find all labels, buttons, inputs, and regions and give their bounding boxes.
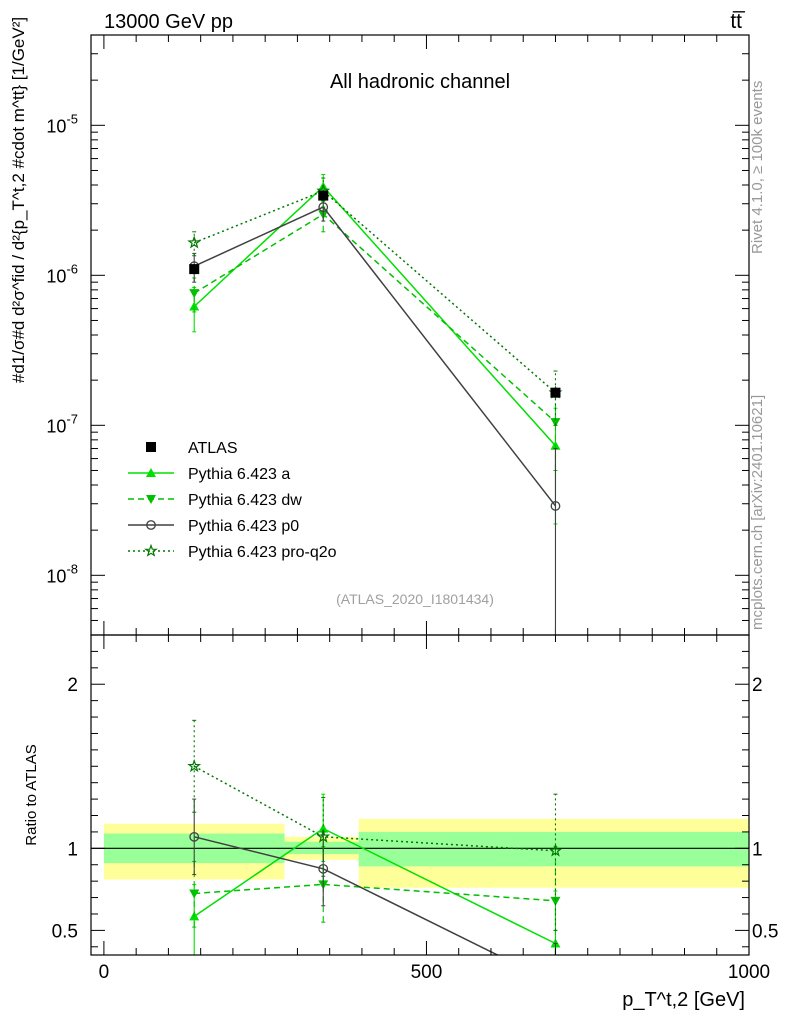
- undefined-point: [187, 758, 202, 773]
- undefined-series-line: [193, 206, 557, 507]
- ratio-panel: 0.5 0.5 1 1 2 2 0 500 1000 Ratio to ATLAS p_T^t…: [23, 634, 779, 1011]
- energy-label: 13000 GeV pp: [104, 11, 233, 33]
- legend-label: Pythia 6.423 a: [188, 466, 290, 483]
- undefined-point: [550, 896, 561, 906]
- main-y-tick-label: 10-5: [46, 111, 78, 136]
- analysis-watermark: (ATLAS_2020_I1801434): [336, 591, 494, 607]
- undefined-series-line: [194, 836, 500, 955]
- undefined-point: [318, 202, 329, 212]
- undefined-point: [316, 829, 331, 843]
- ratio-y-tick-label-right: 1: [752, 839, 763, 860]
- undefined-series-line: [193, 185, 557, 447]
- main-y-tick-label: 10-6: [46, 261, 78, 286]
- legend-entry: Pythia 6.423 a: [128, 466, 290, 483]
- ratio-y-tick-label: 1: [67, 839, 78, 860]
- ratio-y-tick-label-right: 0.5: [752, 921, 778, 942]
- x-tick-labels: 0 500 1000: [99, 962, 771, 983]
- undefined-series-3: [187, 719, 563, 931]
- ratio-axis-ticks: [91, 635, 750, 955]
- legend-marker: [146, 520, 156, 530]
- undefined-series-2: [189, 195, 561, 635]
- x-tick-label: 500: [411, 962, 443, 983]
- rivet-version-label: Rivet 4.1.0, ≥ 100k events: [749, 81, 766, 254]
- undefined-series-3: [187, 177, 563, 426]
- ratio-frame: [90, 634, 750, 956]
- ratio-uncertainty-bands: [91, 818, 749, 888]
- ratio-y-tick-label: 0.5: [52, 921, 78, 942]
- undefined-point: [550, 501, 561, 511]
- undefined-series-line: [193, 190, 556, 394]
- ratio-y-tick-label: 2: [67, 675, 78, 696]
- plot-title: All hadronic channel: [330, 71, 510, 93]
- undefined-point: [318, 823, 329, 833]
- legend-marker: [144, 543, 158, 557]
- legend-marker: [146, 468, 156, 477]
- atlas-data-point: [550, 387, 561, 398]
- atlas-data-layer: [189, 190, 561, 398]
- process-label: tt̅: [730, 10, 746, 33]
- legend-entry: Pythia 6.423 pro-q2o: [128, 543, 337, 561]
- x-axis-label: p_T^t,2 [GeV]: [622, 989, 745, 1011]
- ratio-series-layer: [187, 719, 563, 988]
- undefined-point: [189, 289, 200, 299]
- legend-label: Pythia 6.423 p0: [188, 518, 299, 535]
- undefined-series-line: [194, 883, 556, 902]
- undefined-point: [189, 889, 200, 899]
- main-axis-ticks: [91, 34, 750, 636]
- main-panel: All hadronic channel (ATLAS_2020_I180143…: [9, 17, 750, 636]
- mcplots-label: mcplots.cern.ch [arXiv:2401.10621]: [749, 395, 766, 630]
- ratio-y-axis-label: Ratio to ATLAS: [23, 744, 40, 845]
- main-y-axis-label: #d1/σ#d d²σ^fid / d²{p_T^t,2 #cdot m^tt}…: [9, 17, 28, 383]
- legend-entry: Pythia 6.423 dw: [128, 492, 302, 509]
- legend-marker: [146, 442, 156, 452]
- undefined-point: [189, 831, 200, 842]
- x-tick-label: 1000: [728, 962, 770, 983]
- atlas-data-point: [318, 190, 329, 201]
- undefined-point: [551, 979, 560, 988]
- undefined-point: [548, 843, 563, 857]
- undefined-point: [187, 235, 202, 249]
- undefined-point: [550, 418, 561, 428]
- ratio-y-tick-label-right: 2: [752, 675, 763, 696]
- atlas-data-point: [189, 264, 200, 275]
- undefined-series-line: [193, 213, 557, 423]
- main-y-tick-label: 10-7: [46, 411, 78, 436]
- x-tick-label: 0: [99, 962, 110, 983]
- legend-label: Pythia 6.423 dw: [188, 492, 302, 509]
- main-y-tick-labels: 10-8 10-7 10-6 10-5: [46, 111, 78, 586]
- legend-entry: Pythia 6.423 p0: [128, 518, 299, 535]
- legend: ATLAS Pythia 6.423 a Pythia 6.423 dw Pythia…: [128, 440, 337, 561]
- legend-label: ATLAS: [188, 440, 238, 457]
- main-y-tick-label: 10-8: [46, 561, 78, 586]
- main-series-layer: [187, 173, 563, 635]
- legend-label: Pythia 6.423 pro-q2o: [188, 544, 337, 561]
- ratio-y-tick-labels: 0.5 0.5 1 1 2 2: [52, 675, 779, 942]
- undefined-series-1: [189, 200, 561, 471]
- legend-marker: [146, 495, 156, 504]
- legend-entry: ATLAS: [146, 440, 238, 457]
